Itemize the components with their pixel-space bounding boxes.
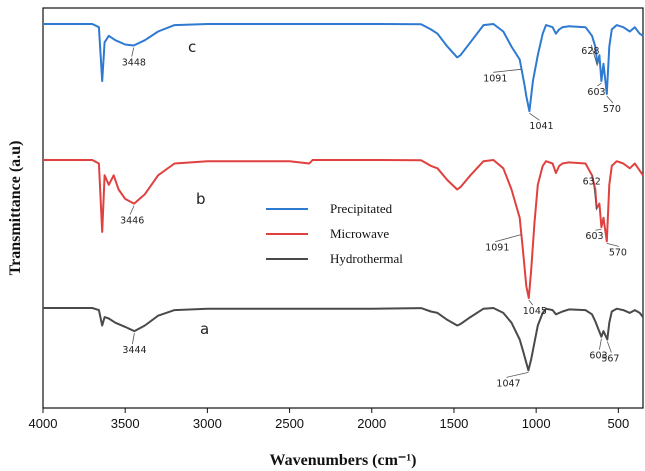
x-tick-label: 1500 [439, 416, 468, 431]
peak-label-1091: 1091 [485, 243, 509, 254]
legend-label-hydrothermal: Hydrothermal [330, 251, 403, 266]
peak-leader [606, 95, 614, 104]
peak-leader [599, 338, 602, 350]
peak-leader [132, 333, 135, 345]
legend-label-microwave: Microwave [330, 226, 389, 241]
peak-label-567: 567 [601, 354, 619, 365]
x-tick-label: 2500 [275, 416, 304, 431]
x-axis-title: Wavenumbers (cm⁻¹) [270, 452, 417, 469]
peak-label-1041: 1041 [529, 121, 553, 132]
x-tick-label: 4000 [29, 416, 58, 431]
plot-frame [42, 7, 644, 409]
peak-label-628: 628 [581, 46, 599, 57]
peak-leader [592, 175, 598, 211]
legend: Precipitated Microwave Hydrothermal [266, 201, 403, 266]
peak-label-603: 603 [589, 351, 607, 362]
series-line-hydrothermal [43, 307, 644, 372]
peak-leader [506, 371, 529, 378]
series-line-microwave [43, 159, 644, 299]
legend-label-precipitated: Precipitated [330, 201, 393, 216]
peak-label-1047: 1047 [496, 378, 520, 389]
peak-leader [495, 234, 522, 243]
peak-label-570: 570 [603, 104, 621, 115]
peak-leader [590, 44, 598, 66]
peak-label-1091: 1091 [483, 73, 507, 84]
x-tick-label: 500 [607, 416, 629, 431]
x-tick-label: 3000 [193, 416, 222, 431]
peak-leader [595, 228, 602, 231]
peak-label-1045: 1045 [523, 306, 547, 317]
annotation-layer: 3448109110416286035703446109110456326035… [120, 44, 627, 389]
x-tick-label: 1000 [522, 416, 551, 431]
peak-label-603: 603 [585, 231, 603, 242]
peak-label-3446: 3446 [120, 216, 144, 227]
peak-label-603: 603 [587, 87, 605, 98]
peak-label-632: 632 [583, 176, 601, 187]
x-axis: 4000 3500 3000 2500 2000 1500 1000 500 [29, 408, 629, 431]
peak-leader [606, 341, 612, 353]
curve-label-microwave: b [196, 190, 206, 208]
peak-leader [129, 205, 135, 215]
peak-label-570: 570 [609, 247, 627, 258]
peak-label-3444: 3444 [122, 345, 146, 356]
peak-leader [493, 68, 522, 73]
peak-label-3448: 3448 [122, 58, 146, 69]
peak-leader [528, 299, 534, 306]
peak-leader [606, 242, 619, 247]
peak-leader [131, 47, 135, 57]
x-tick-label: 3500 [111, 416, 140, 431]
y-axis-title: Transmittance (a.u) [7, 141, 24, 276]
peak-leader [597, 82, 602, 87]
peak-leader [529, 112, 540, 121]
curve-label-hydrothermal: a [200, 320, 209, 338]
series-line-precipitated [43, 23, 644, 113]
series-layer: c b a [43, 23, 644, 372]
x-tick-label: 2000 [357, 416, 386, 431]
curve-label-precipitated: c [188, 38, 196, 56]
